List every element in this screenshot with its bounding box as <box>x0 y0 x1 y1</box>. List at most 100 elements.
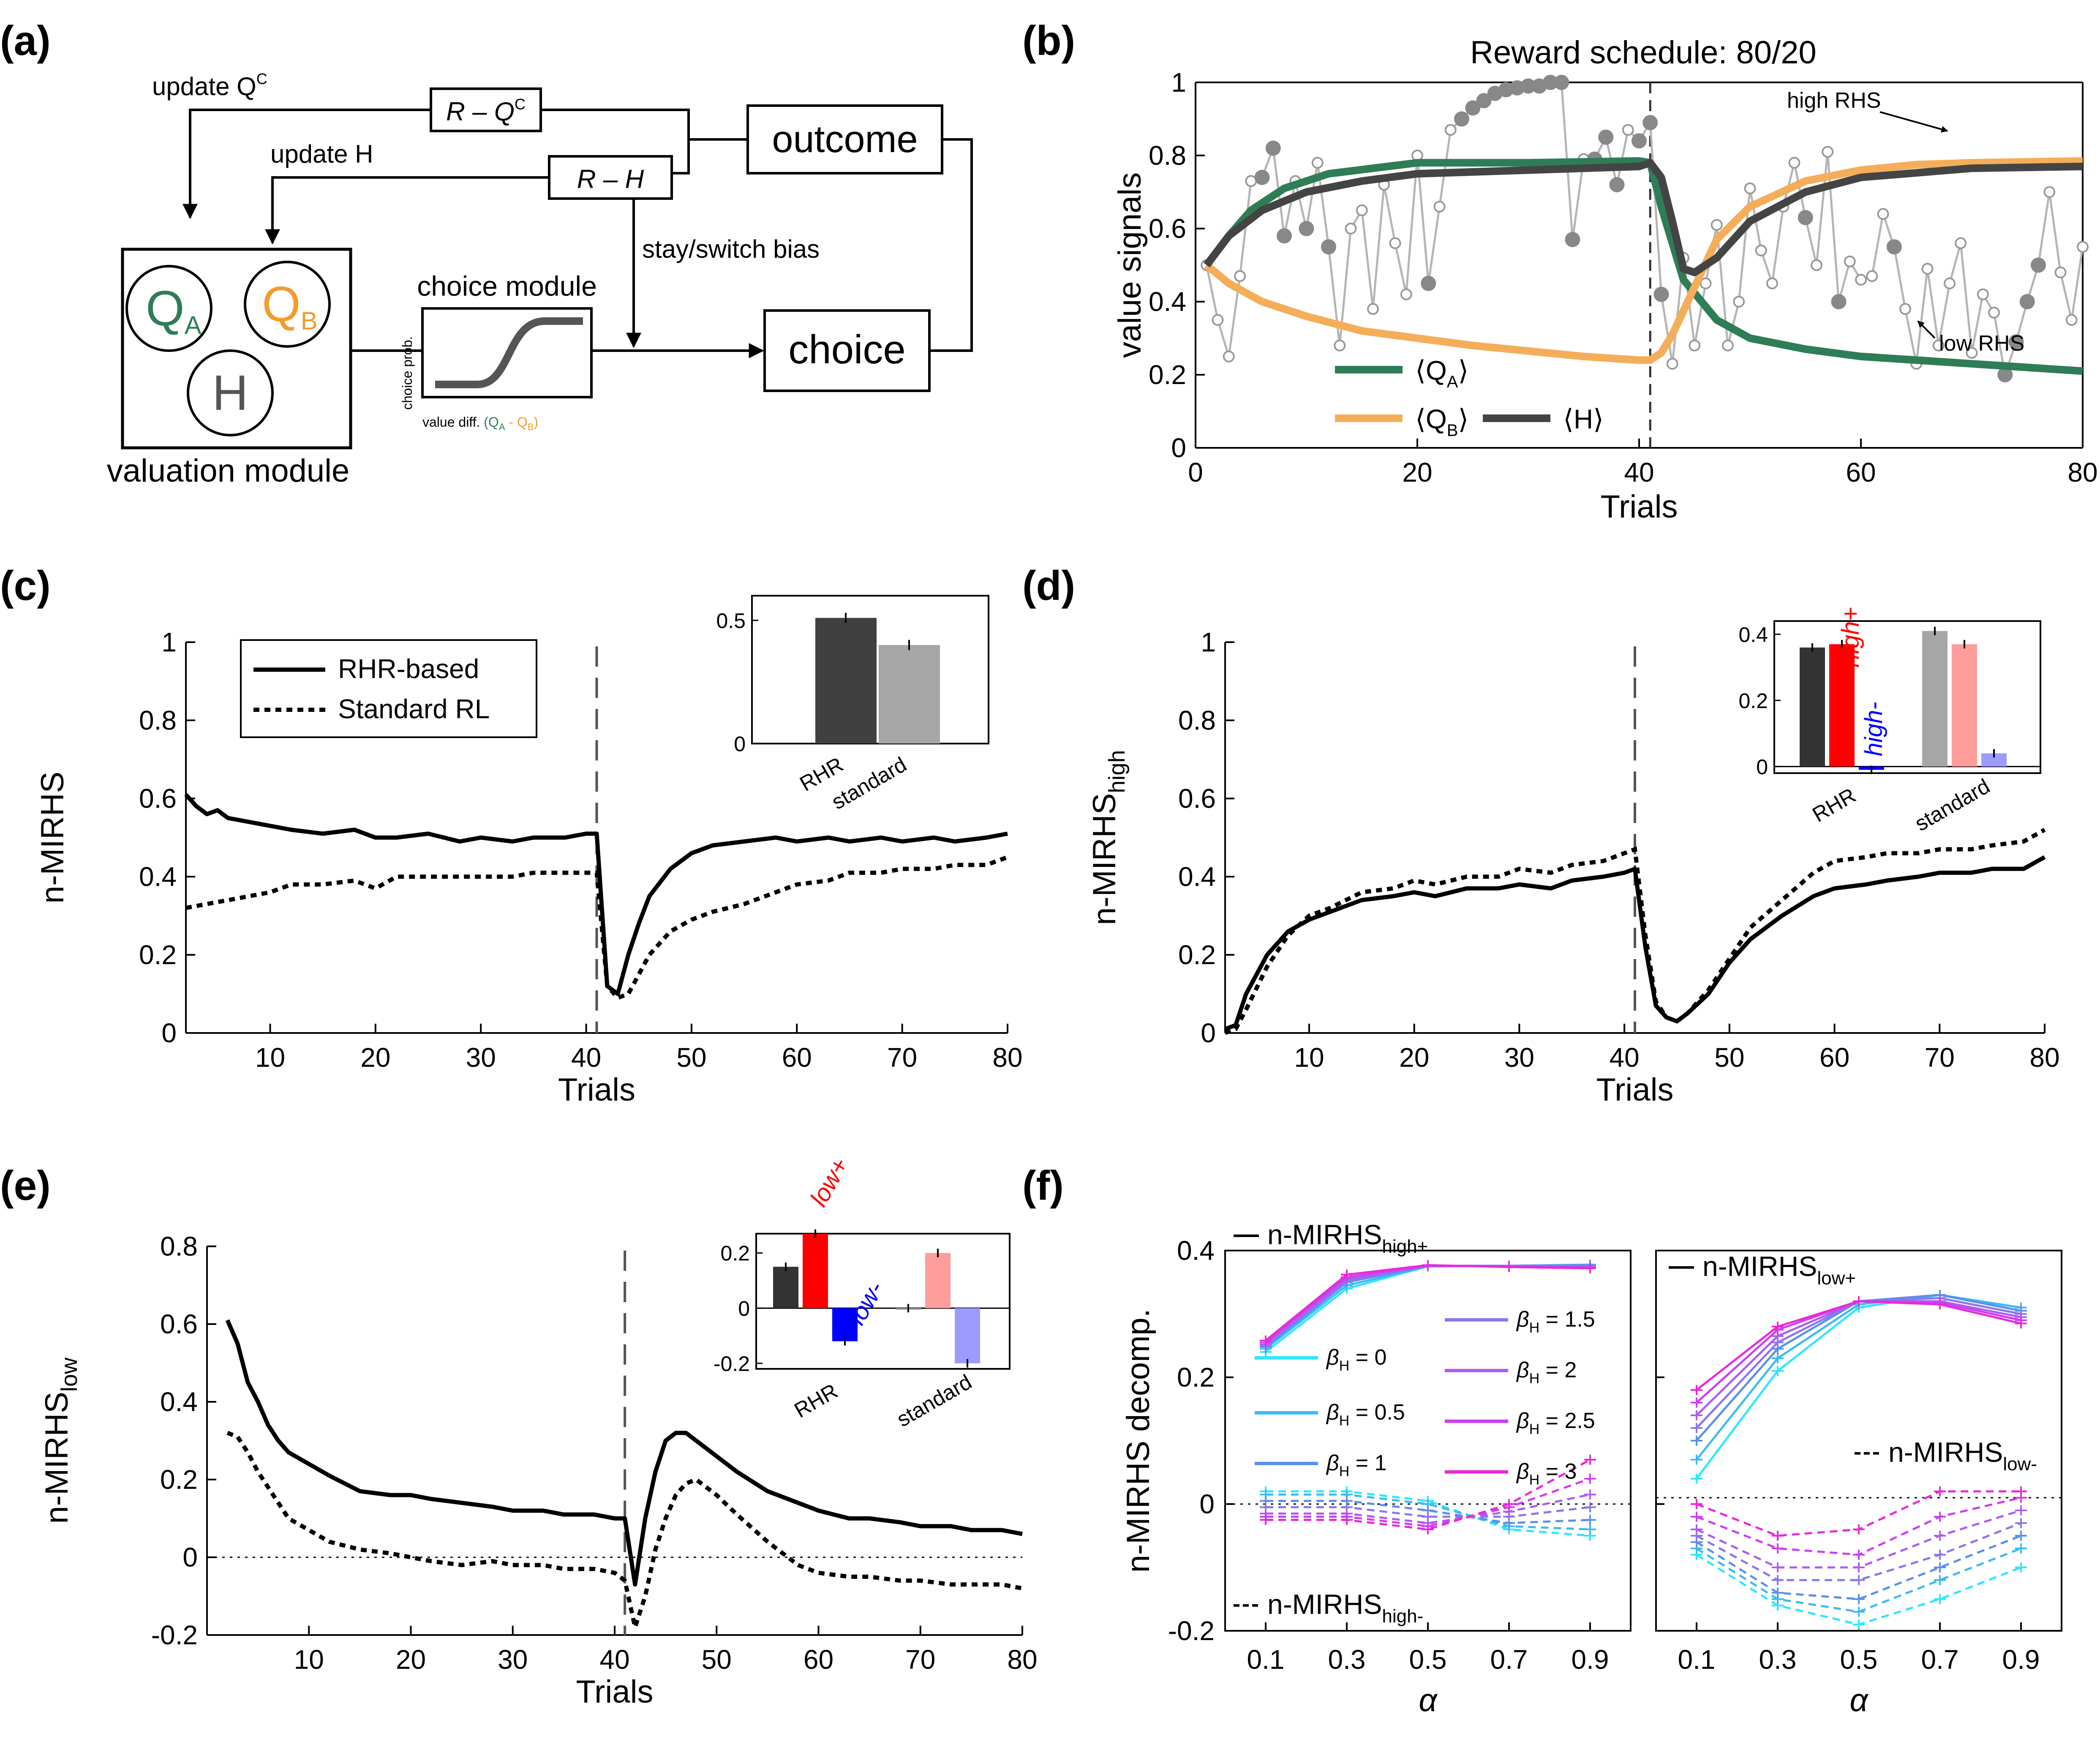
beta-eq: = 2 <box>1539 1358 1577 1382</box>
x-tick-label: 40 <box>1610 1042 1640 1073</box>
rhs-point <box>1899 303 1911 315</box>
panel-f: (f)0.1 0.3 0.5 0.7 0.9-0.200.20.4α0.1 0.3 0.5 0… <box>1022 1162 2062 1718</box>
rhs-point <box>1400 288 1412 300</box>
y-tick-label: 0.2 <box>1178 940 1216 970</box>
legend-sub: A <box>1447 373 1458 391</box>
rhs-point <box>1334 339 1346 352</box>
legend-label-standard: Standard RL <box>338 694 490 724</box>
series-standard <box>1224 828 2046 1035</box>
y-tick-label: 0.2 <box>139 940 177 970</box>
update-h-label: update H <box>270 140 373 168</box>
rhs-point <box>1642 115 1658 131</box>
beta-sub: H <box>1339 1358 1350 1374</box>
label-high-plus-main: n-MIRHS <box>1267 1219 1382 1250</box>
label-low-plus-sub: low+ <box>1817 1268 1856 1289</box>
x-tick-label: 0.1 <box>1678 1644 1716 1675</box>
rhs-point <box>1822 146 1834 158</box>
x-tick-label: 60 <box>1819 1042 1849 1073</box>
inset-bar <box>879 645 940 744</box>
annotation-low-arrow <box>1917 320 1936 339</box>
inset-bar <box>925 1253 951 1308</box>
x-tick-label: 80 <box>992 1042 1022 1073</box>
beta-series <box>1266 1458 1591 1531</box>
x-tick-label: 80 <box>2029 1042 2059 1073</box>
beta-sub: H <box>1529 1371 1540 1387</box>
y-tick-label: 0.4 <box>1178 861 1216 892</box>
x-tick-label: 30 <box>466 1042 496 1073</box>
x-tick-label: 0.3 <box>1759 1644 1797 1675</box>
legend-box <box>240 639 537 738</box>
choice-module-box <box>421 307 593 398</box>
rhs-point <box>1476 93 1492 109</box>
beta-symbol: β <box>1326 1451 1339 1475</box>
y-tick-label: 0.8 <box>139 705 177 736</box>
choice-module-label: choice module <box>417 270 597 302</box>
y-axis-label: value signals <box>1112 172 1148 358</box>
rhs-point <box>1932 339 1945 352</box>
beta-sub: H <box>1339 1463 1350 1480</box>
label-low-minus: n-MIRHSlow- <box>1888 1436 2037 1474</box>
x-axis-label: Trials <box>576 1674 654 1710</box>
rhs-point <box>1311 157 1324 169</box>
x-tick-label: 0.1 <box>1247 1644 1285 1675</box>
beta-series <box>1266 1490 1591 1537</box>
chart-title: Reward schedule: 80/20 <box>1470 35 1817 71</box>
x-tick-label: 0.9 <box>1572 1644 1609 1675</box>
beta-series <box>1266 1506 1591 1518</box>
rhs-point <box>1755 244 1767 256</box>
beta-legend-label: βH = 1 <box>1326 1451 1386 1480</box>
y-tick-label: 0 <box>161 1018 177 1048</box>
rhs-point <box>1666 358 1678 370</box>
y-axis-label: n-MIRHShigh <box>1087 750 1130 925</box>
series-standard <box>226 1431 1023 1635</box>
x-tick-label: 20 <box>360 1042 390 1073</box>
inset-x-label: standard <box>1911 774 1994 836</box>
x-tick-label: 0.5 <box>1840 1644 1878 1675</box>
x-tick-label: 0.7 <box>1490 1644 1528 1675</box>
y-tick-label: 0 <box>1201 1018 1216 1048</box>
rhs-point <box>2043 186 2056 198</box>
choice-label: choice <box>788 327 906 372</box>
inset-bar <box>1922 631 1947 767</box>
rhs-point <box>1632 133 1647 149</box>
series-rhr <box>225 1319 1023 1587</box>
y-tick-label: 0.2 <box>1177 1362 1215 1393</box>
y-tick-label: 0 <box>1171 433 1186 463</box>
inset-bar <box>955 1308 980 1363</box>
y-tick-label: 0.6 <box>1178 783 1216 814</box>
beta-legend-label: βH = 0.5 <box>1326 1400 1405 1429</box>
x-tick-label: 60 <box>804 1644 833 1675</box>
inset-bar <box>803 1234 828 1308</box>
inset-y-tick-label: 0.5 <box>716 609 746 632</box>
inset-bar <box>815 618 877 744</box>
label-high-plus-sub: high+ <box>1382 1236 1428 1257</box>
beta-sub: H <box>1339 1413 1350 1429</box>
beta-legend-label: βH = 3 <box>1516 1459 1577 1488</box>
x-axis-label: Trials <box>558 1072 635 1108</box>
x-tick-label: 50 <box>676 1042 706 1073</box>
y-tick-label: 0.2 <box>160 1464 198 1495</box>
beta-series <box>1266 1500 1591 1524</box>
rhs-point <box>1234 270 1246 282</box>
rhs-point <box>1744 182 1756 194</box>
rhs-point <box>1321 239 1336 255</box>
series-rhr <box>184 793 1008 996</box>
inset-label-minus: high- <box>1860 702 1888 756</box>
legend-label: ⟨H⟩ <box>1563 404 1604 434</box>
beta-series <box>1266 1477 1591 1528</box>
series-h <box>1204 159 2083 276</box>
inset-bar <box>1829 644 1855 767</box>
panel-d-label: (d) <box>1022 562 1075 609</box>
x-tick-label: 0.5 <box>1409 1644 1447 1675</box>
x-tick-label: 40 <box>571 1042 601 1073</box>
qb-label: QB <box>262 276 318 335</box>
beta-series <box>1266 1493 1591 1531</box>
h-circle <box>187 349 274 436</box>
beta-symbol: β <box>1516 1307 1529 1332</box>
inset-y-tick-label: 0 <box>738 1297 750 1320</box>
rhs-point <box>1454 111 1469 127</box>
rhs-point <box>1886 239 1902 255</box>
legend-main: ⟨Q <box>1415 355 1447 386</box>
beta-symbol: β <box>1326 1400 1339 1425</box>
legend-label: ⟨QA⟩ <box>1415 355 1468 391</box>
